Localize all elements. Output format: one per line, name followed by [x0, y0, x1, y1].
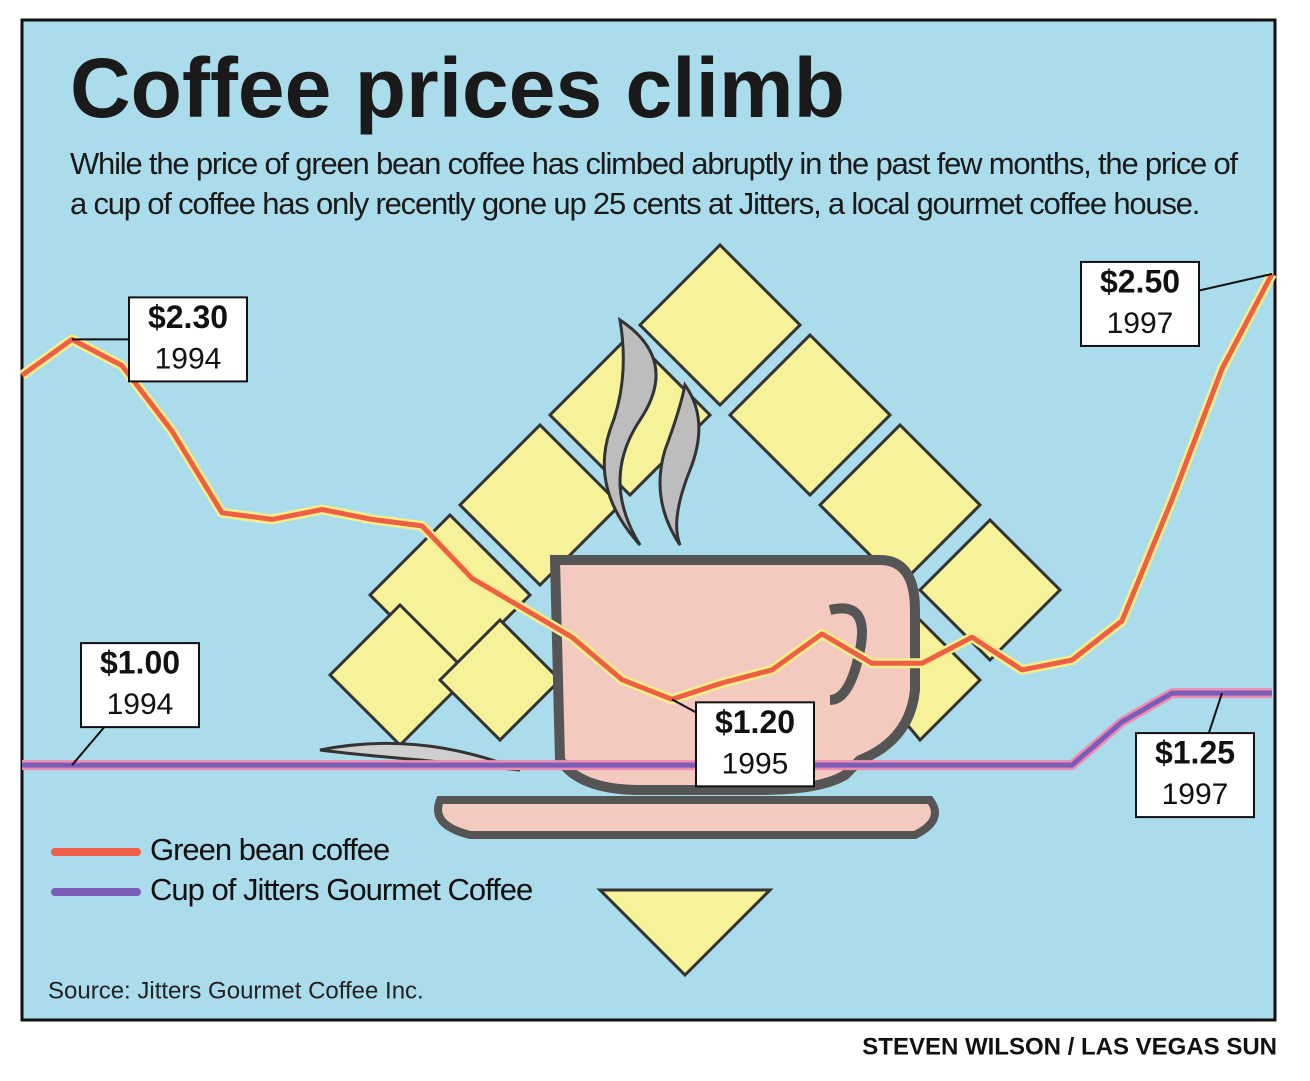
chart-frame	[20, 18, 1277, 1022]
credit: STEVEN WILSON / LAS VEGAS SUN	[862, 1033, 1277, 1060]
source: Source: Jitters Gourmet Coffee Inc.	[48, 977, 424, 1004]
value-label: $2.50	[1100, 263, 1180, 299]
value-label: $1.25	[1155, 735, 1235, 771]
label-box	[695, 701, 815, 788]
legend-label: Green bean coffee	[150, 832, 389, 867]
series-line	[20, 272, 1275, 702]
label-box	[80, 642, 200, 729]
value-label: $1.20	[715, 704, 795, 740]
label-box	[128, 296, 248, 383]
label-box	[1135, 732, 1255, 819]
chart-title: Coffee prices climb	[70, 41, 845, 135]
value-label-year: 1997	[1162, 778, 1229, 811]
illustration	[319, 242, 1063, 978]
value-label-year: 1994	[107, 688, 174, 721]
value-label: $1.00	[100, 645, 180, 681]
subtitle: While the price of green bean coffee has…	[70, 146, 1238, 221]
value-label-year: 1995	[722, 747, 789, 780]
label-box	[1080, 260, 1200, 347]
legend-label: Cup of Jitters Gourmet Coffee	[150, 872, 532, 907]
series-line	[22, 690, 1272, 768]
value-label: $2.30	[148, 299, 228, 335]
value-label-year: 1994	[155, 342, 222, 375]
value-label-year: 1997	[1107, 307, 1174, 340]
